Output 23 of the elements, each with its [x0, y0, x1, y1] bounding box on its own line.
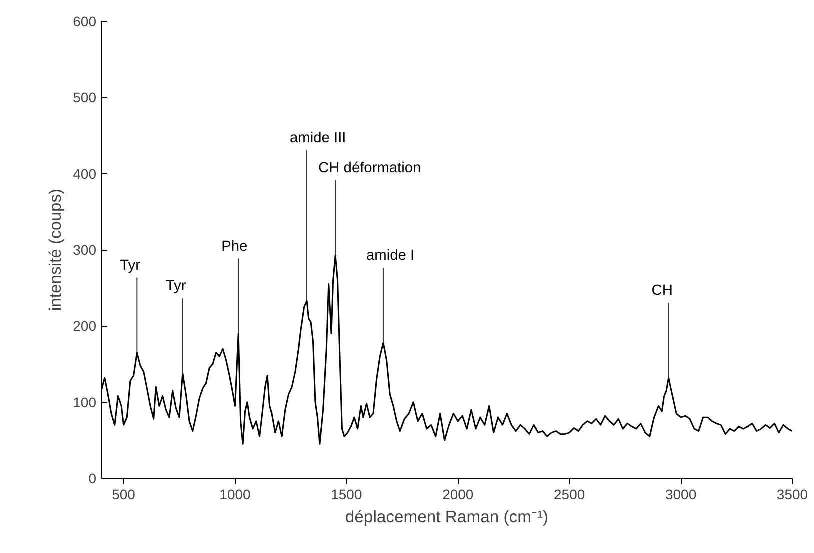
- y-tick-label: 600: [73, 14, 97, 30]
- x-tick-label: 3000: [665, 486, 697, 502]
- x-tick-label: 3500: [776, 486, 808, 502]
- y-axis-title: intensité (coups): [46, 188, 66, 312]
- x-tick-label: 2000: [442, 486, 474, 502]
- annotation: Tyr: [120, 258, 141, 274]
- y-tick-label: 0: [88, 470, 97, 486]
- y-tick-label: 300: [73, 242, 97, 258]
- x-tick-label: 2500: [554, 486, 586, 502]
- y-tick-label: 400: [73, 166, 97, 182]
- x-tick-label: 1000: [220, 486, 252, 502]
- x-axis-title: déplacement Raman (cm⁻¹): [345, 508, 549, 526]
- annotation: amide I: [366, 248, 415, 264]
- y-tick-label: 200: [73, 318, 97, 334]
- annotation: amide III: [290, 130, 346, 146]
- x-tick-label: 500: [112, 486, 136, 502]
- annotation: Tyr: [166, 278, 186, 294]
- annotation: CH déformation: [318, 160, 422, 176]
- y-tick-label: 100: [73, 394, 97, 410]
- y-tick-label: 500: [73, 90, 97, 106]
- x-tick-label: 1500: [331, 486, 362, 502]
- annotation: CH: [652, 282, 673, 299]
- annotation: Phe: [222, 238, 248, 255]
